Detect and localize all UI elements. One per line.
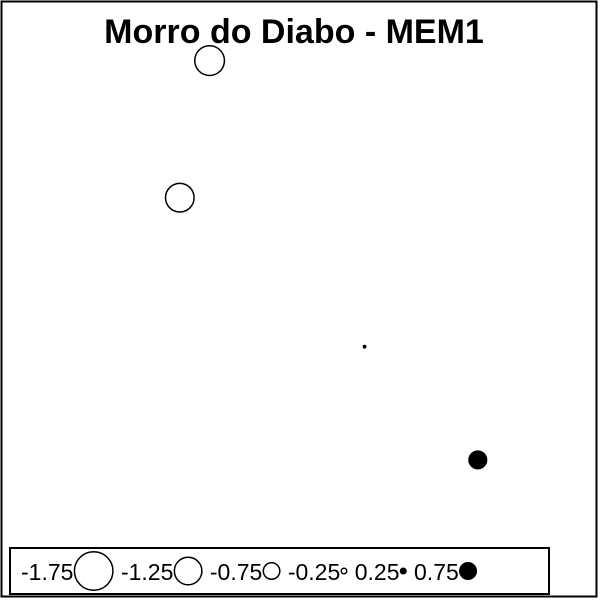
legend-label-2: -1.25 — [121, 559, 173, 585]
data-point-1 — [194, 45, 226, 77]
data-point-4 — [468, 450, 488, 470]
legend-symbol-1 — [73, 551, 114, 591]
legend: -1.75 -1.25 -0.75 -0.25 0.25 0.75 — [21, 551, 478, 591]
legend-symbol-3 — [262, 562, 281, 580]
legend-symbol-2 — [173, 556, 203, 586]
legend-symbol-5 — [399, 567, 407, 575]
legend-symbol-4 — [340, 567, 348, 575]
legend-label-4: -0.25 — [288, 559, 340, 585]
chart-title: Morro do Diabo - MEM1 — [104, 13, 484, 51]
legend-label-3: -0.75 — [210, 559, 262, 585]
data-point-3 — [362, 344, 367, 349]
legend-label-6: 0.75 — [414, 559, 459, 585]
data-point-2 — [164, 182, 195, 213]
legend-label-1: -1.75 — [21, 559, 73, 585]
points-layer — [164, 45, 488, 470]
legend-label-5: 0.25 — [355, 559, 400, 585]
legend-symbol-6 — [459, 562, 478, 580]
